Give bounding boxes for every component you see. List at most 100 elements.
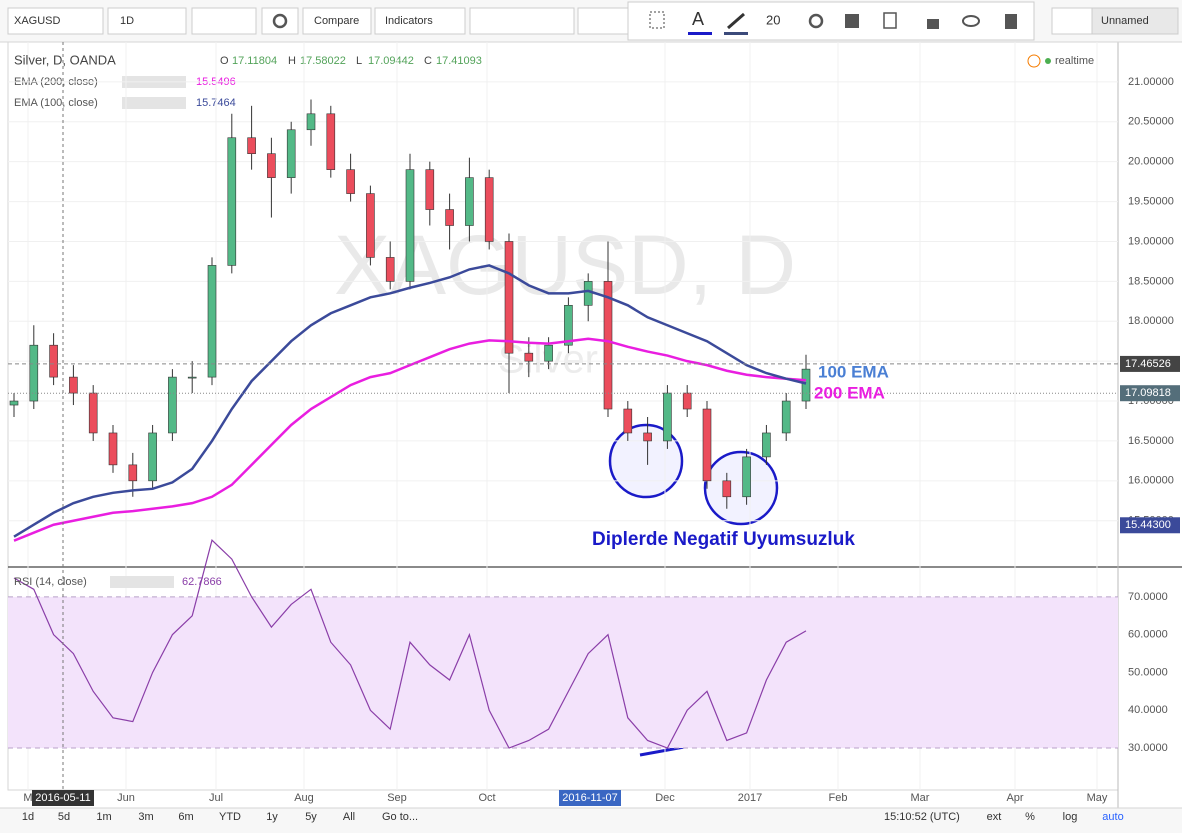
candle-body: [643, 432, 652, 442]
pen-icon[interactable]: [727, 12, 745, 30]
candle-body: [603, 281, 613, 410]
annotation: 200 EMA: [814, 383, 885, 402]
candle-body: [207, 265, 217, 378]
price-tag-label: 15.44300: [1125, 519, 1171, 531]
eye-icon[interactable]: [962, 15, 980, 27]
ohlc-value: 17.11804: [232, 55, 277, 67]
scale-option[interactable]: auto: [1102, 811, 1123, 823]
range-button[interactable]: 1d: [22, 811, 34, 823]
select-icon[interactable]: [649, 11, 665, 29]
candle-body: [781, 400, 791, 434]
text-icon[interactable]: A: [692, 9, 704, 29]
candle-body: [247, 137, 256, 155]
annotation: 100 EMA: [818, 362, 889, 381]
layout-name[interactable]: Unnamed: [1101, 15, 1149, 27]
x-tick-label: Feb: [829, 792, 848, 804]
ema-line: [13, 264, 807, 538]
compare[interactable]: Compare: [314, 15, 359, 27]
x-tick-label: 2017: [738, 792, 762, 804]
range-button[interactable]: 5y: [305, 811, 317, 823]
lock-icon[interactable]: [927, 19, 939, 29]
candle-body: [663, 392, 672, 442]
legend-name: EMA (100, close): [14, 97, 98, 109]
indicators-box[interactable]: [374, 7, 466, 35]
rsi-line: [13, 539, 807, 749]
circle-annotation[interactable]: [703, 450, 779, 526]
text-color[interactable]: [688, 32, 712, 35]
y-tick-label: 16.00000: [1128, 475, 1174, 487]
realtime-dot: [1045, 58, 1051, 64]
y-tick-label: 16.50000: [1128, 435, 1174, 447]
line-width[interactable]: 20: [766, 12, 780, 27]
range-button[interactable]: 1m: [96, 811, 111, 823]
warning-icon: [1027, 54, 1041, 68]
settings[interactable]: [261, 7, 299, 35]
scale-option[interactable]: ext: [987, 811, 1002, 823]
candle-body: [286, 129, 296, 178]
undo-redo[interactable]: [577, 7, 631, 35]
indicators[interactable]: Indicators: [385, 15, 433, 27]
range-button[interactable]: All: [343, 811, 355, 823]
rsi-tick-label: 40.0000: [1128, 704, 1168, 716]
scale-option[interactable]: log: [1063, 811, 1078, 823]
rsi-tick-label: 70.0000: [1128, 591, 1168, 603]
layout-box[interactable]: [1091, 7, 1179, 35]
candle-body: [9, 400, 19, 406]
compare-box[interactable]: [302, 7, 372, 35]
candle-body: [69, 376, 78, 394]
candle-body: [227, 137, 237, 266]
range-button[interactable]: YTD: [219, 811, 241, 823]
ohlc-value: 17.09442: [368, 55, 414, 67]
chart-title: Silver, D, OANDA: [14, 52, 116, 67]
ohlc-key: C: [424, 55, 432, 67]
symbol[interactable]: XAGUSD: [14, 15, 61, 27]
x-tick-label: Oct: [478, 792, 495, 804]
candle-body: [564, 304, 573, 346]
range-button[interactable]: 6m: [178, 811, 193, 823]
clone-icon[interactable]: [883, 12, 897, 29]
candle-body: [405, 169, 415, 282]
chart-style[interactable]: [191, 7, 257, 35]
annotation: Diplerde Negatif Uyumsuzluk: [592, 529, 855, 550]
price-tag: [1120, 355, 1180, 372]
alerts[interactable]: [469, 7, 575, 35]
circle-annotation[interactable]: [608, 423, 684, 499]
candle-body: [128, 464, 138, 482]
candle-body: [504, 241, 514, 354]
x-tick-label: Jun: [117, 792, 135, 804]
price-tag: [1120, 517, 1180, 534]
realtime: realtime: [1055, 55, 1094, 67]
ohlc-value: 17.58022: [300, 55, 346, 67]
interval-box[interactable]: [107, 7, 187, 35]
ohlc-key: L: [356, 55, 362, 67]
candle-body: [801, 368, 811, 402]
candle-body: [49, 344, 58, 378]
clock: 15:10:52 (UTC): [884, 811, 960, 823]
rsi-name: RSI (14, close): [14, 576, 87, 588]
y-tick-label: 20.00000: [1128, 156, 1174, 168]
candle-body: [267, 153, 276, 178]
scale-option[interactable]: %: [1025, 811, 1035, 823]
symbol-box[interactable]: [7, 7, 104, 35]
bottom-bar: [0, 808, 1182, 833]
date-tag-label: 2016-11-07: [562, 792, 617, 804]
goto[interactable]: Go to...: [382, 811, 418, 823]
price-tag: [1120, 385, 1180, 402]
range-button[interactable]: 5d: [58, 811, 70, 823]
candle-body: [148, 432, 157, 482]
rsi-buttons[interactable]: [110, 576, 174, 588]
cloud[interactable]: [1051, 7, 1093, 35]
y-tick-label: 18.50000: [1128, 275, 1174, 287]
fill-icon[interactable]: [845, 14, 859, 28]
ema-line: [13, 337, 807, 542]
trash-icon[interactable]: [1005, 14, 1017, 29]
legend-buttons[interactable]: [122, 97, 186, 109]
draw-settings[interactable]: [808, 13, 824, 29]
candle-body: [762, 432, 771, 458]
range-button[interactable]: 1y: [266, 811, 278, 823]
pen-color[interactable]: [724, 32, 748, 35]
interval[interactable]: 1D: [120, 15, 134, 27]
x-tick-label: Apr: [1006, 792, 1023, 804]
rsi-tick-label: 60.0000: [1128, 629, 1168, 641]
range-button[interactable]: 3m: [138, 811, 153, 823]
